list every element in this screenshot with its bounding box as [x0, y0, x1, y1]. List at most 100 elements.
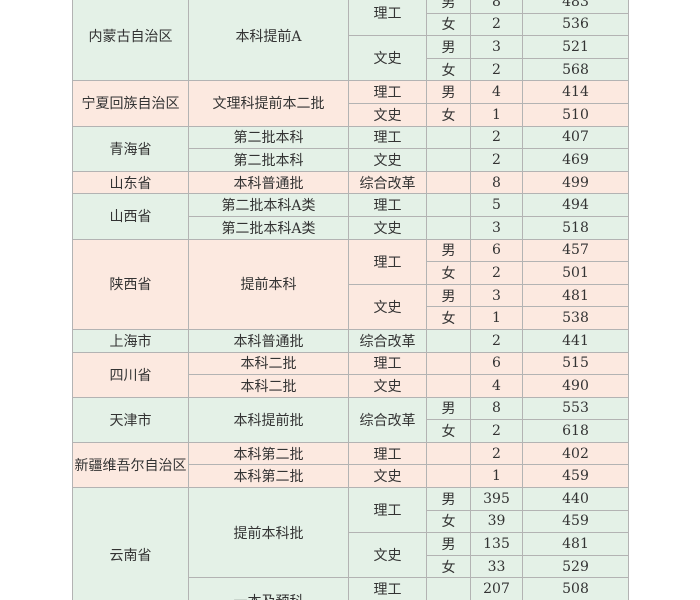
table-cell [426, 464, 471, 489]
table-cell: 3 [470, 215, 523, 240]
table-cell: 山西省 [72, 193, 189, 240]
table-cell: 文史 [348, 215, 427, 240]
table-row: 本科第二批 文史 1 459 [73, 464, 629, 489]
table-row: 第二批本科A类 文史 3 518 [73, 215, 629, 240]
table-cell: 1 [470, 306, 523, 330]
table-cell: 4 [470, 80, 523, 104]
table-cell: 理工 [348, 351, 427, 376]
table-row: 女 1 538 [73, 306, 629, 330]
table-cell: 529 [522, 554, 629, 579]
table-cell: 481 [522, 532, 629, 556]
table-cell: 男 [426, 396, 471, 421]
table-cell: 综合改革 [348, 328, 427, 353]
table-cell: 501 [522, 261, 629, 285]
table-cell [426, 441, 471, 466]
table-cell: 441 [522, 328, 629, 353]
table-cell: 文史 [348, 374, 427, 398]
table-cell: 新疆维吾尔自治区 [72, 441, 189, 489]
table-cell: 469 [522, 148, 629, 172]
table-cell: 本科普通批 [188, 328, 349, 353]
table-cell: 本科提前A [188, 0, 349, 82]
table-cell [426, 374, 471, 398]
table-cell: 538 [522, 306, 629, 330]
table-cell: 483 [522, 0, 629, 14]
table-cell [426, 148, 471, 172]
table-row: 天津市 本科提前批 综合改革男 8 553 [72, 396, 629, 443]
table-cell: 女 [426, 261, 471, 285]
table-cell: 理工 [348, 80, 427, 104]
table-cell: 508 [522, 577, 629, 600]
table-cell: 女 [426, 102, 471, 127]
table-cell: 2 [470, 328, 523, 353]
table-cell [426, 170, 471, 195]
table-cell: 理工 [348, 0, 427, 37]
table-cell: 2 [470, 125, 523, 150]
table-cell: 本科二批 [188, 351, 349, 376]
table-cell: 536 [522, 12, 629, 37]
table-cell: 文理科提前本二批 [188, 80, 349, 127]
table-cell: 男 [426, 238, 471, 263]
table-cell: 本科二批 [188, 374, 349, 398]
table-row: 青海省 第二批本科 理工 2 407 [72, 125, 629, 172]
table-cell: 女 [426, 419, 471, 443]
table-cell: 天津市 [72, 396, 189, 443]
table-cell: 515 [522, 351, 629, 376]
table-cell: 490 [522, 374, 629, 398]
table-cell: 文史 [348, 35, 427, 82]
table-cell: 459 [522, 464, 629, 489]
table-row: 新疆维吾尔自治区 本科第二批 理工 2 402 [72, 441, 629, 489]
table-row: 四川省 本科二批 理工 6 515 [72, 351, 629, 398]
table-cell: 本科普通批 [188, 170, 349, 195]
table-row: 陕西省 提前本科 理工男 6 457 [72, 238, 629, 330]
table-cell: 提前本科批 [188, 487, 349, 579]
table-cell: 8 [470, 170, 523, 195]
table-cell: 2 [470, 419, 523, 443]
table-cell [426, 328, 471, 353]
table-cell: 本科提前批 [188, 396, 349, 443]
table-row: 云南省 提前本科批 理工 男 395 440 [72, 487, 629, 600]
table-cell: 6 [470, 351, 523, 376]
table-cell: 2 [470, 441, 523, 466]
table-cell: 一本及预科 [188, 577, 349, 600]
table-cell: 521 [522, 35, 629, 59]
table-cell: 33 [470, 554, 523, 579]
table-row: 内蒙古自治区 本科提前A 理工男 8 483 [72, 0, 629, 82]
table-cell: 第二批本科 [188, 148, 349, 172]
table-cell: 553 [522, 396, 629, 421]
admission-score-table: 内蒙古自治区 本科提前A 理工男 8 483 女 2 536 文史男 3 521 女 2 568 宁夏回族自… [72, 0, 629, 600]
table-cell: 文史 [348, 148, 427, 172]
table-row: 女 39 459 [73, 509, 629, 534]
table-cell: 男 [426, 532, 471, 556]
table-cell [426, 215, 471, 240]
table-cell: 1 [470, 102, 523, 127]
table-cell: 青海省 [72, 125, 189, 172]
table-cell: 男 [426, 80, 471, 104]
table-cell: 568 [522, 57, 629, 82]
table-row: 上海市 本科普通批 综合改革 2 441 [72, 328, 629, 353]
table-row: 文史男 135 481 [73, 532, 629, 579]
table-cell: 8 [470, 0, 523, 14]
table-cell: 第二批本科A类 [188, 215, 349, 240]
table-cell [426, 193, 471, 217]
table-cell: 陕西省 [72, 238, 189, 330]
table-cell: 4 [470, 374, 523, 398]
table-cell: 440 [522, 487, 629, 511]
table-row: 文史男 3 521 [73, 35, 629, 82]
table-cell: 618 [522, 419, 629, 443]
table-cell: 理工 [348, 441, 427, 466]
table-cell: 内蒙古自治区 [72, 0, 189, 82]
table-row: 山西省 第二批本科A类 理工 5 494 [72, 193, 629, 240]
table-cell: 综合改革 [348, 396, 427, 443]
table-cell: 理工 [348, 577, 427, 600]
table-cell: 理工 [348, 125, 427, 150]
table-cell: 云南省 [72, 487, 189, 600]
table-cell: 39 [470, 509, 523, 534]
table-cell: 山东省 [72, 170, 189, 195]
table-cell: 文史 [348, 283, 427, 330]
table-cell: 459 [522, 509, 629, 534]
table-cell: 本科第二批 [188, 464, 349, 489]
table-cell: 207 [470, 577, 523, 600]
table-cell: 3 [470, 283, 523, 308]
table-cell: 395 [470, 487, 523, 511]
